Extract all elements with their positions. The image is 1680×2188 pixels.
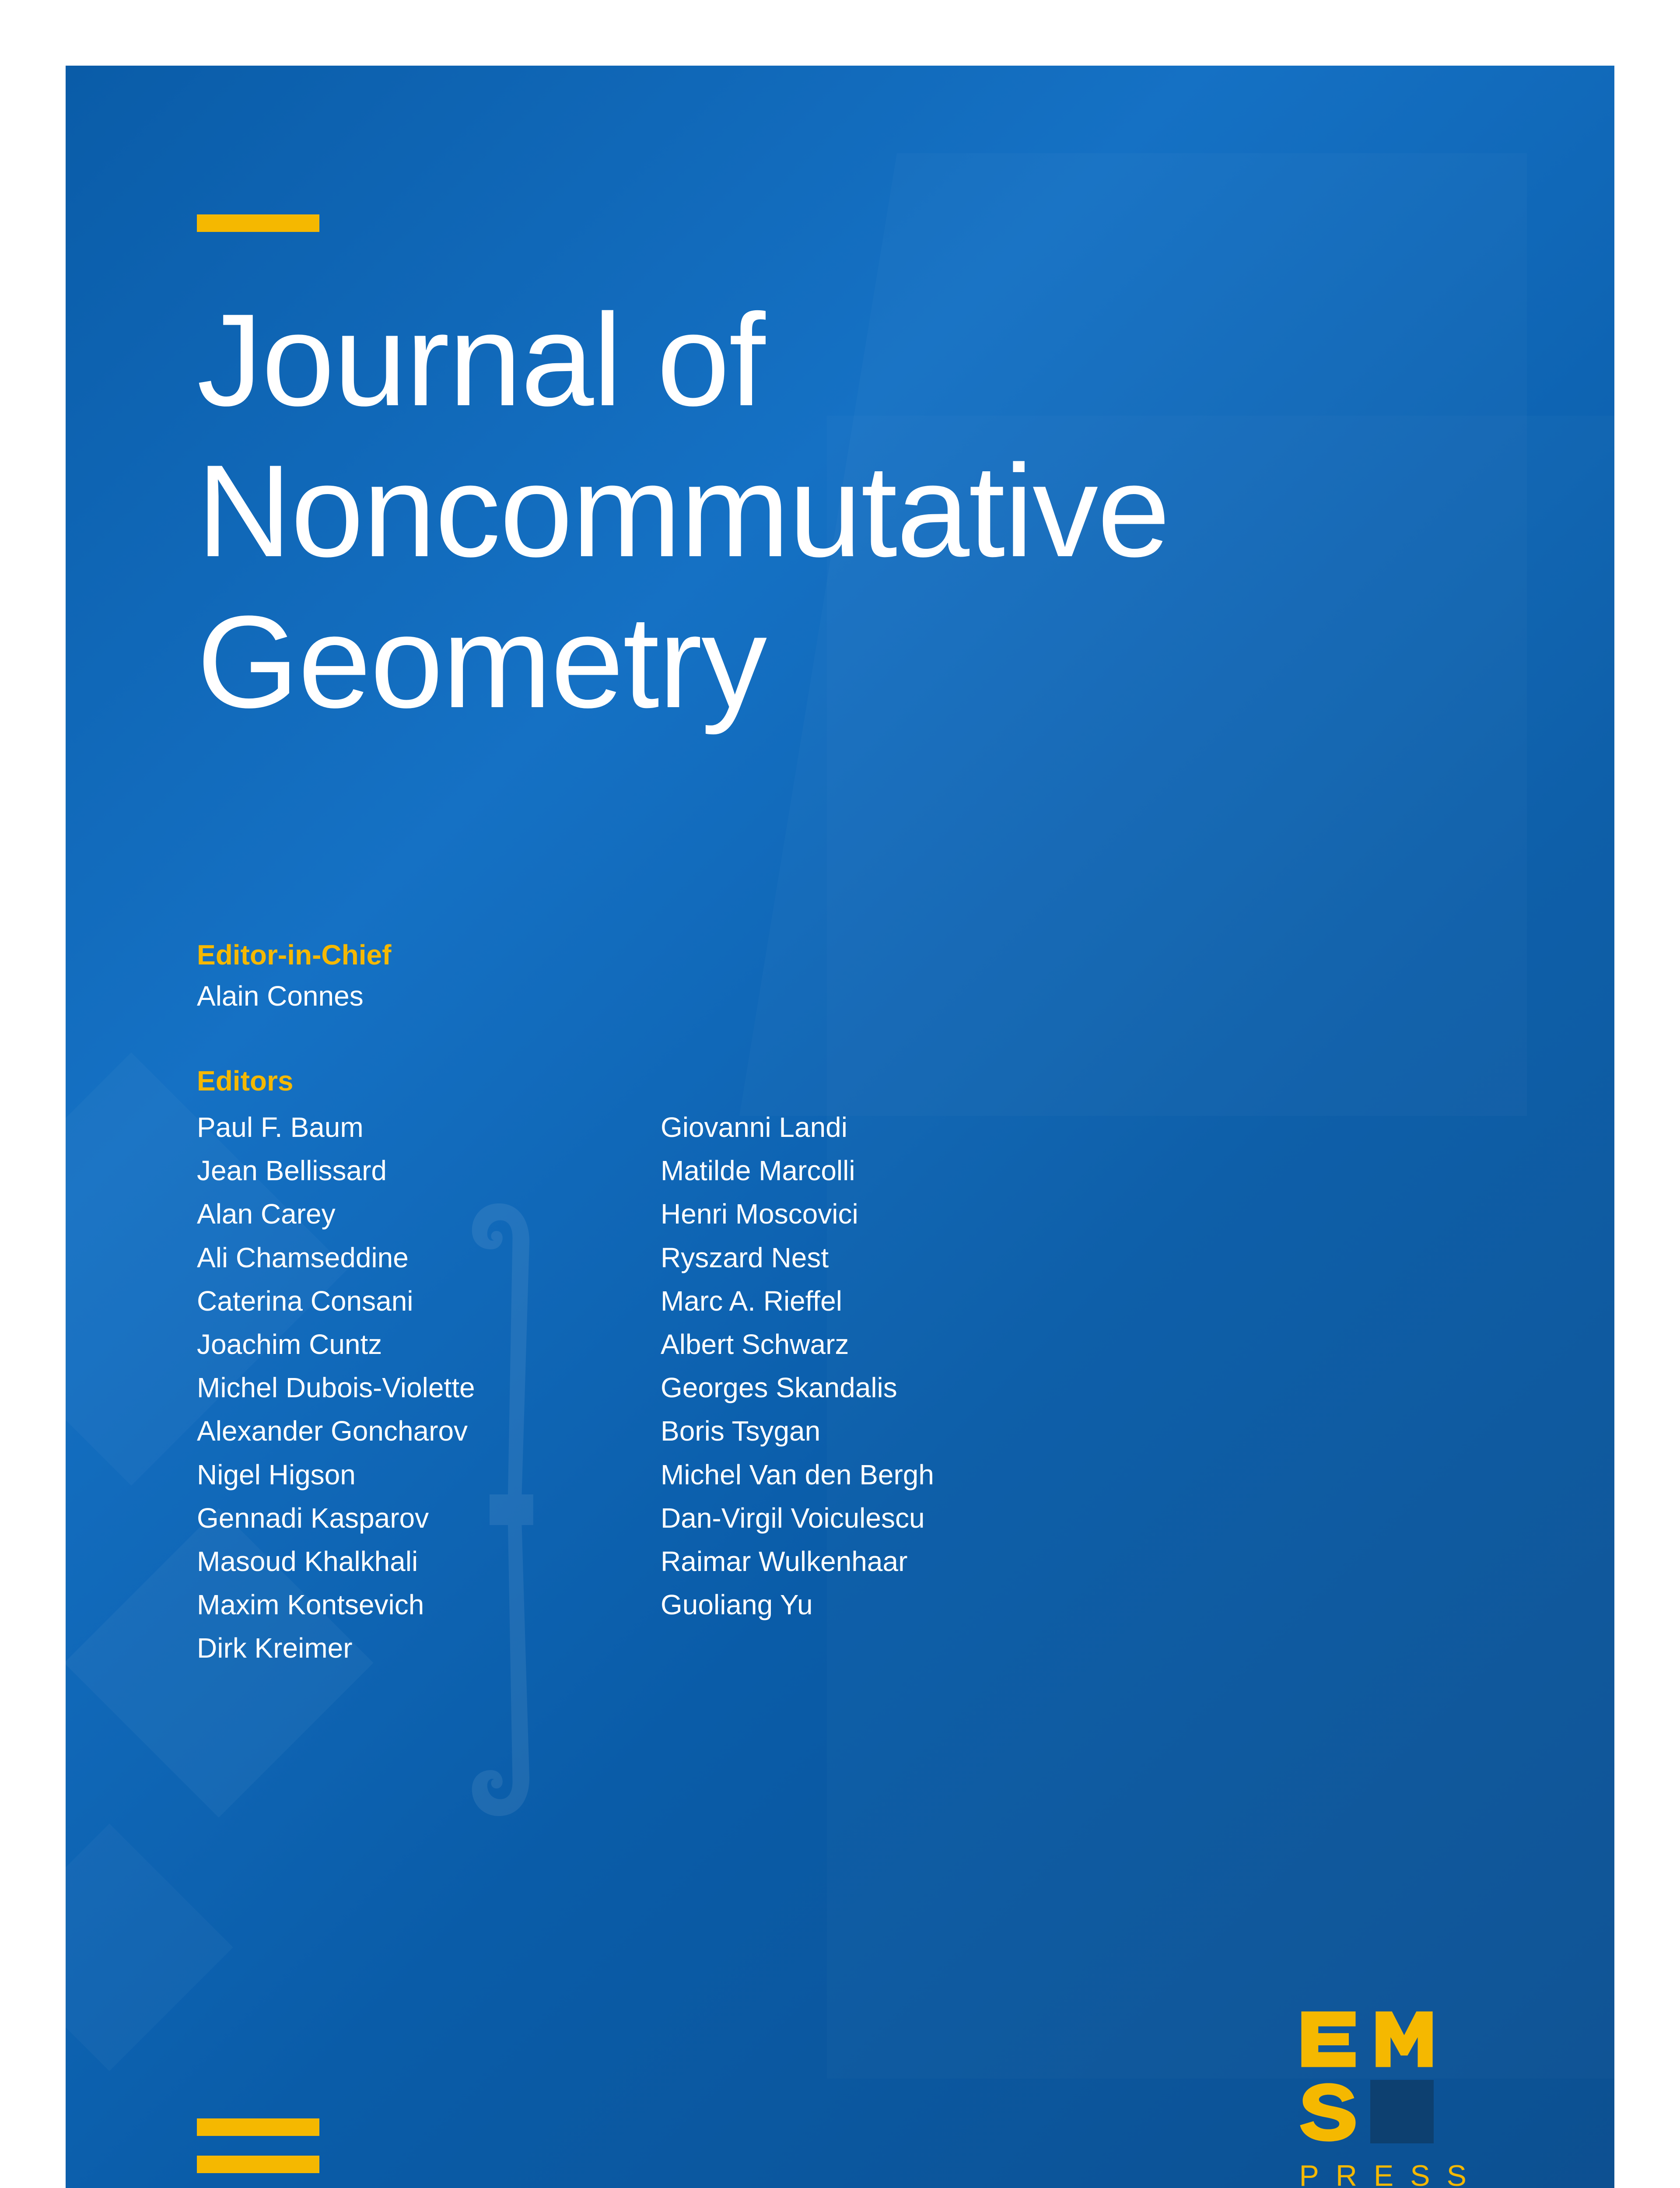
ems-square-icon <box>1370 2080 1434 2143</box>
editor-name: Joachim Cuntz <box>197 1323 661 1366</box>
editor-name: Guoliang Yu <box>661 1583 1124 1627</box>
editor-name: Ryszard Nest <box>661 1236 1124 1280</box>
ems-letter-m-icon <box>1370 2005 1438 2072</box>
editor-name: Paul F. Baum <box>197 1106 661 1149</box>
editor-name: Dan-Virgil Voiculescu <box>661 1497 1124 1540</box>
editor-name: Georges Skandalis <box>661 1366 1124 1410</box>
editor-name: Masoud Khalkhali <box>197 1540 661 1583</box>
editor-name: Ali Chamseddine <box>197 1236 661 1280</box>
ems-letters <box>1295 2005 1483 2146</box>
editor-section: Editor-in-Chief Alain Connes Editors Pau… <box>197 939 1483 1670</box>
title-line: Geometry <box>197 588 766 735</box>
editor-name: Henri Moscovici <box>661 1192 1124 1236</box>
editor-name: Boris Tsygan <box>661 1410 1124 1453</box>
editor-name: Albert Schwarz <box>661 1323 1124 1366</box>
accent-bars-bottom <box>197 2118 319 2188</box>
editor-name: Marc A. Rieffel <box>661 1280 1124 1323</box>
editors-list: Paul F. Baum Jean Bellissard Alan Carey … <box>197 1106 1483 1670</box>
ems-letter-e-icon <box>1295 2005 1362 2072</box>
editor-in-chief-name: Alain Connes <box>197 980 1483 1012</box>
ems-letter-s-icon <box>1295 2078 1362 2146</box>
editors-column-1: Paul F. Baum Jean Bellissard Alan Carey … <box>197 1106 661 1670</box>
editors-column-2: Giovanni Landi Matilde Marcolli Henri Mo… <box>661 1106 1124 1670</box>
editor-name: Matilde Marcolli <box>661 1149 1124 1192</box>
accent-bar <box>197 2118 319 2136</box>
editor-name: Giovanni Landi <box>661 1106 1124 1149</box>
title-line: Journal of <box>197 286 764 433</box>
editor-name: Alexander Goncharov <box>197 1410 661 1453</box>
editor-name: Dirk Kreimer <box>197 1627 661 1670</box>
editors-heading: Editors <box>197 1065 1483 1097</box>
ems-press-logo: PRESS <box>1295 2005 1483 2188</box>
editor-name: Nigel Higson <box>197 1453 661 1497</box>
accent-bar-top <box>197 214 319 232</box>
press-label: PRESS <box>1299 2159 1483 2188</box>
journal-cover: Journal of Noncommutative Geometry Edito… <box>66 66 1614 2188</box>
bg-decoration <box>66 1823 233 2071</box>
editor-name: Michel Dubois-Violette <box>197 1366 661 1410</box>
editor-name: Raimar Wulkenhaar <box>661 1540 1124 1583</box>
editor-name: Maxim Kontsevich <box>197 1583 661 1627</box>
editor-name: Caterina Consani <box>197 1280 661 1323</box>
accent-bar <box>197 2156 319 2173</box>
editor-in-chief-heading: Editor-in-Chief <box>197 939 1483 971</box>
editor-name: Jean Bellissard <box>197 1149 661 1192</box>
editor-name: Gennadi Kasparov <box>197 1497 661 1540</box>
editor-name: Alan Carey <box>197 1192 661 1236</box>
editor-name: Michel Van den Bergh <box>661 1453 1124 1497</box>
